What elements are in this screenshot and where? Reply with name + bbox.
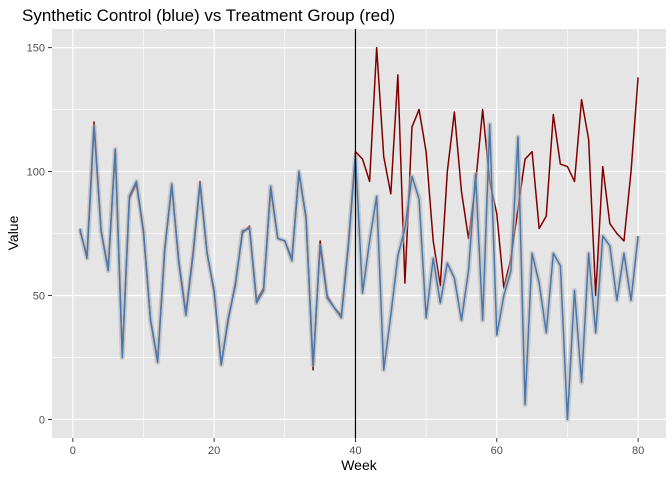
series-layer: [77, 46, 641, 422]
y-axis-label: Value: [5, 215, 21, 250]
x-tick-label: 20: [208, 445, 220, 457]
x-tick-label: 60: [491, 445, 503, 457]
x-tick-label: 0: [70, 445, 76, 457]
x-axis-label: Week: [341, 457, 378, 473]
series-line-control: [79, 123, 639, 421]
x-tick-label: 80: [632, 445, 644, 457]
y-tick-label: 0: [39, 414, 45, 426]
x-tick-label: 40: [349, 445, 361, 457]
y-tick-label: 150: [27, 43, 45, 55]
x-axis-ticks: 0 20 40 60 80: [70, 438, 644, 457]
chart-title: Synthetic Control (blue) vs Treatment Gr…: [22, 6, 395, 25]
y-tick-label: 100: [27, 167, 45, 179]
y-tick-label: 50: [33, 290, 45, 302]
y-axis-ticks: 0 50 100 150: [27, 43, 52, 426]
